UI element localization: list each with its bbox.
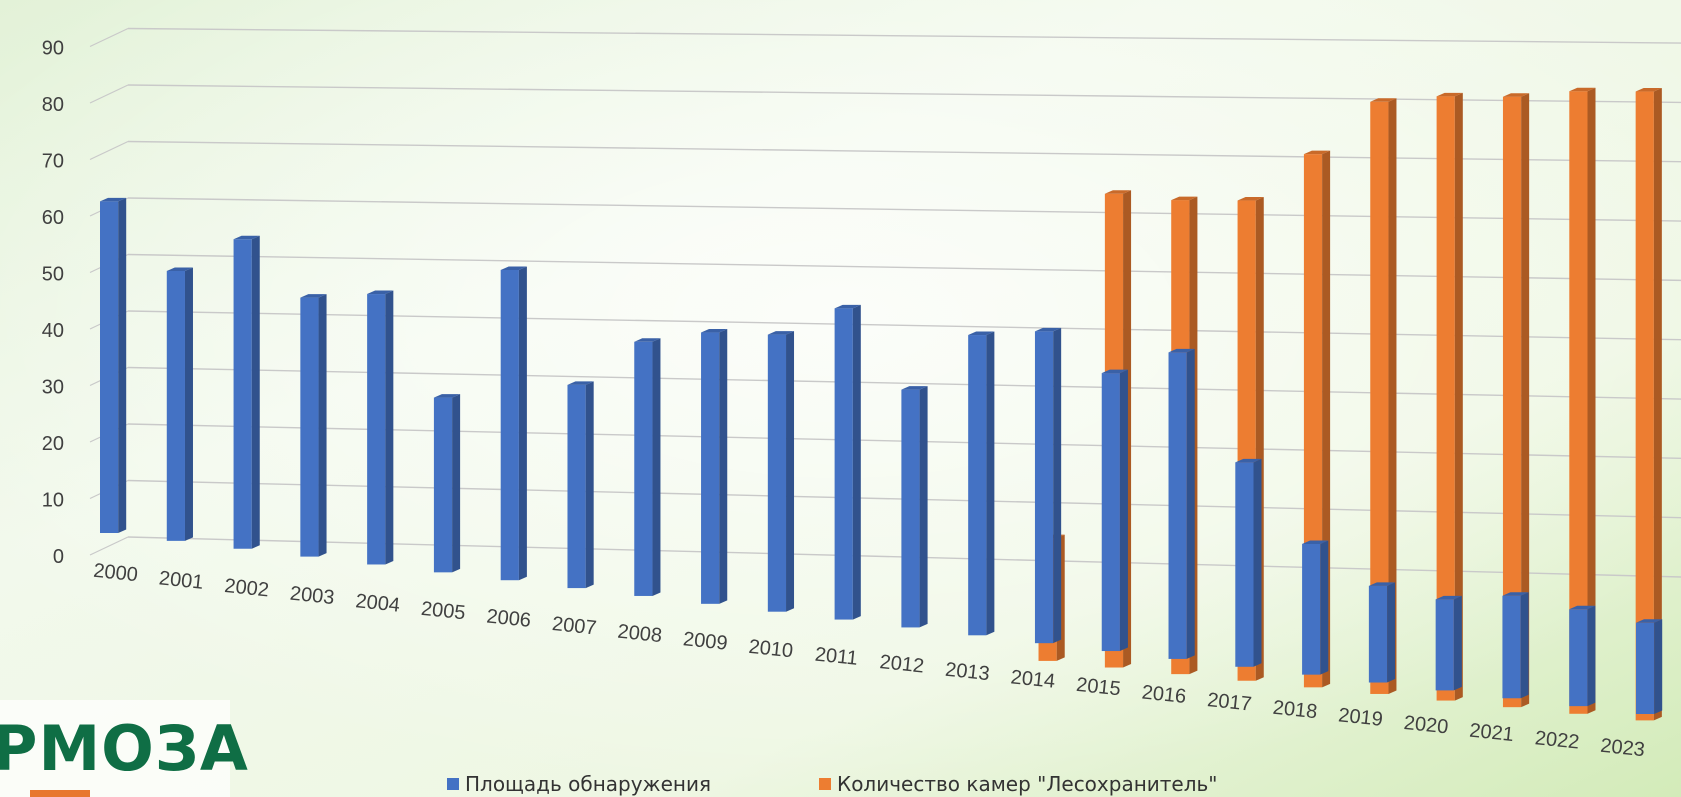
x-tick-label: 2017: [1206, 689, 1253, 716]
bar-area-2016: [1168, 348, 1195, 659]
x-tick-label: 2019: [1337, 704, 1384, 731]
bar-area-2015: [1101, 369, 1128, 652]
legend-label: Количество камер "Лесохранитель": [837, 772, 1218, 796]
x-tick-label: 2012: [879, 651, 926, 678]
bar-cameras-2019: [1436, 92, 1463, 701]
bar-area-2005: [433, 394, 461, 573]
y-tick-label: 20: [42, 433, 64, 455]
logo: РМОЗА: [0, 712, 249, 785]
legend-label: Площадь обнаружения: [465, 772, 711, 796]
bar-area-2001: [166, 267, 193, 541]
bar-cameras-2020: [1502, 93, 1530, 708]
x-tick-label: 2023: [1599, 735, 1646, 762]
y-tick-label: 70: [42, 151, 64, 173]
bar-area-2003: [300, 294, 327, 557]
bar-area-2008: [634, 338, 661, 596]
bar-cameras-2018: [1370, 98, 1397, 694]
x-tick-label: 2016: [1141, 682, 1188, 709]
gridline-side: [89, 140, 129, 161]
bar-cameras-2022: [1635, 88, 1662, 721]
series-area-bars: [100, 197, 1663, 714]
x-tick-label: 2015: [1075, 674, 1122, 701]
bar-area-2018: [1302, 540, 1329, 675]
x-tick-label: 2002: [223, 575, 270, 602]
gridline: [127, 140, 1681, 163]
x-tick-label: 2001: [158, 567, 205, 594]
bar-area-2017: [1235, 458, 1262, 667]
x-axis-tick-labels: 2000 2001 2002 2003 2004 2005 2006 2007 2008 2009…: [92, 560, 1646, 762]
x-tick-label: 2004: [354, 590, 401, 617]
x-tick-label: 2008: [617, 621, 664, 648]
x-tick-label: 2011: [814, 644, 859, 670]
x-tick-label: 2021: [1468, 720, 1515, 747]
gridline: [127, 253, 1681, 282]
gridline: [127, 27, 1681, 44]
bar-area-2020: [1435, 595, 1462, 691]
x-tick-label: 2000: [92, 560, 139, 587]
x-tick-label: 2020: [1403, 712, 1450, 739]
y-tick-label: 0: [53, 546, 64, 568]
gridline: [127, 197, 1681, 222]
bar-area-2009: [701, 329, 728, 604]
bar-area-2012: [901, 386, 928, 628]
y-tick-label: 10: [42, 490, 64, 512]
bar-area-2014: [1034, 327, 1062, 644]
x-tick-label: 2022: [1534, 727, 1581, 754]
x-tick-label: 2006: [485, 605, 532, 632]
x-tick-label: 2003: [289, 583, 336, 610]
legend-swatch-orange: [819, 778, 831, 790]
x-tick-label: 2009: [682, 628, 729, 655]
gridline-side: [89, 27, 129, 48]
legend-item-cameras[interactable]: Количество камер "Лесохранитель": [819, 772, 1218, 796]
legend-swatch-blue: [447, 778, 459, 790]
x-tick-label: 2018: [1272, 697, 1319, 724]
y-tick-label: 40: [42, 320, 64, 342]
x-tick-label: 2014: [1010, 666, 1057, 693]
y-tick-label: 50: [42, 264, 64, 286]
y-tick-label: 80: [42, 94, 64, 116]
y-tick-label: 30: [42, 377, 64, 399]
x-tick-label: 2005: [420, 598, 467, 625]
bar-area-2007: [567, 381, 594, 589]
gridline: [127, 84, 1681, 104]
y-tick-label: 60: [42, 207, 64, 229]
y-axis-tick-labels: 0 10 20 30 40 50 60 70 80 90: [42, 38, 64, 569]
bar-area-2002: [233, 235, 260, 549]
bar-area-2011: [834, 304, 861, 620]
bar-area-2023: [1636, 619, 1663, 714]
x-tick-label: 2010: [748, 636, 795, 663]
x-tick-label: 2007: [551, 613, 598, 640]
bar-area-2004: [367, 290, 394, 565]
gridline-side: [89, 536, 129, 556]
legend-item-area[interactable]: Площадь обнаружения: [447, 772, 711, 796]
bar-area-2013: [968, 331, 995, 636]
bar-cameras-2021: [1569, 87, 1596, 714]
bar-area-2021: [1502, 592, 1529, 699]
bar-area-2019: [1368, 582, 1396, 683]
bar-area-2000: [100, 197, 127, 534]
gridline-side: [89, 84, 129, 104]
x-tick-label: 2013: [944, 659, 991, 686]
y-tick-label: 90: [42, 38, 64, 60]
bar-area-2022: [1569, 605, 1596, 707]
logo-accent: [30, 790, 90, 797]
bar-area-2006: [500, 266, 527, 581]
bar-area-2010: [767, 331, 795, 612]
